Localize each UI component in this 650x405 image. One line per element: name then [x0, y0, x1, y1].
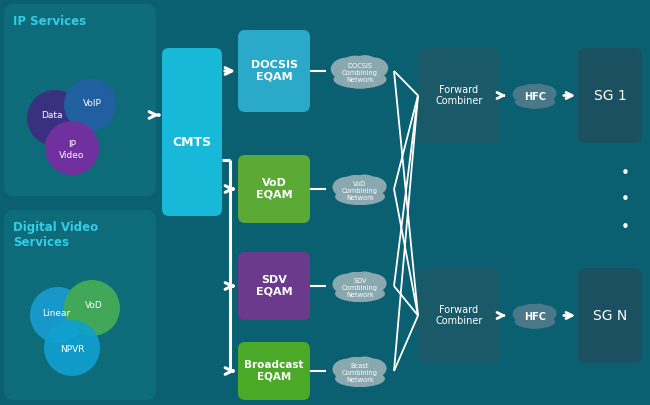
FancyBboxPatch shape [4, 210, 156, 400]
Ellipse shape [333, 359, 363, 380]
FancyBboxPatch shape [578, 268, 642, 363]
Text: NPVR: NPVR [60, 345, 84, 354]
Ellipse shape [515, 315, 555, 328]
Text: DOCSIS
EQAM: DOCSIS EQAM [250, 60, 298, 82]
Ellipse shape [358, 358, 387, 378]
Ellipse shape [529, 83, 549, 97]
FancyBboxPatch shape [238, 252, 310, 320]
Ellipse shape [516, 304, 554, 328]
Text: IP
Video: IP Video [59, 140, 84, 160]
Ellipse shape [337, 175, 383, 205]
Text: Forward
Combiner: Forward Combiner [436, 85, 483, 106]
Circle shape [64, 280, 120, 336]
Ellipse shape [342, 272, 369, 290]
Ellipse shape [342, 357, 369, 375]
Circle shape [30, 287, 86, 343]
Ellipse shape [358, 58, 388, 79]
Ellipse shape [513, 305, 538, 323]
Ellipse shape [333, 274, 363, 295]
Ellipse shape [358, 177, 387, 196]
Text: VoIP: VoIP [83, 98, 101, 107]
Ellipse shape [520, 304, 542, 319]
Ellipse shape [533, 305, 556, 322]
FancyBboxPatch shape [418, 48, 500, 143]
Text: Broadcast
EQAM: Broadcast EQAM [244, 360, 304, 382]
Circle shape [44, 320, 100, 376]
Ellipse shape [516, 84, 554, 109]
Text: Digital Video
Services: Digital Video Services [13, 221, 98, 249]
Text: Data: Data [41, 111, 63, 121]
Ellipse shape [515, 95, 555, 109]
FancyBboxPatch shape [578, 48, 642, 143]
Text: SDV
Combining
Network: SDV Combining Network [342, 278, 378, 298]
Ellipse shape [353, 271, 377, 288]
Ellipse shape [331, 58, 363, 81]
Ellipse shape [333, 70, 387, 89]
Circle shape [45, 121, 99, 175]
Ellipse shape [337, 272, 383, 302]
Text: SG N: SG N [593, 309, 627, 322]
Ellipse shape [335, 370, 385, 387]
Ellipse shape [333, 177, 363, 198]
Text: DOCSIS
Combining
Network: DOCSIS Combining Network [342, 63, 378, 83]
Text: HFC: HFC [524, 92, 546, 102]
Circle shape [27, 90, 83, 146]
Text: Linear: Linear [42, 309, 70, 318]
FancyBboxPatch shape [238, 342, 310, 400]
FancyBboxPatch shape [162, 48, 222, 216]
Ellipse shape [342, 175, 369, 194]
Text: IP Services: IP Services [13, 15, 86, 28]
Text: •
•
•: • • • [621, 166, 629, 234]
FancyBboxPatch shape [238, 30, 310, 112]
Ellipse shape [335, 56, 385, 89]
Ellipse shape [341, 55, 369, 76]
Circle shape [64, 79, 116, 131]
Ellipse shape [520, 84, 542, 99]
Text: HFC: HFC [524, 311, 546, 322]
FancyBboxPatch shape [238, 155, 310, 223]
Text: Bcast
Combining
Network: Bcast Combining Network [342, 363, 378, 383]
FancyBboxPatch shape [4, 4, 156, 196]
Text: SG 1: SG 1 [593, 89, 627, 102]
Text: VoD
Combining
Network: VoD Combining Network [342, 181, 378, 201]
FancyBboxPatch shape [418, 268, 500, 363]
Ellipse shape [533, 85, 556, 101]
Ellipse shape [337, 357, 383, 387]
Text: Forward
Combiner: Forward Combiner [436, 305, 483, 326]
Ellipse shape [529, 304, 549, 317]
Ellipse shape [335, 188, 385, 205]
Text: VoD
EQAM: VoD EQAM [255, 178, 292, 200]
Ellipse shape [335, 286, 385, 302]
Text: CMTS: CMTS [172, 136, 211, 149]
Text: VoD: VoD [85, 301, 103, 311]
Ellipse shape [353, 175, 377, 191]
Ellipse shape [353, 356, 377, 373]
Text: SDV
EQAM: SDV EQAM [255, 275, 292, 297]
Ellipse shape [513, 85, 538, 103]
Ellipse shape [352, 55, 378, 73]
Ellipse shape [358, 273, 387, 293]
